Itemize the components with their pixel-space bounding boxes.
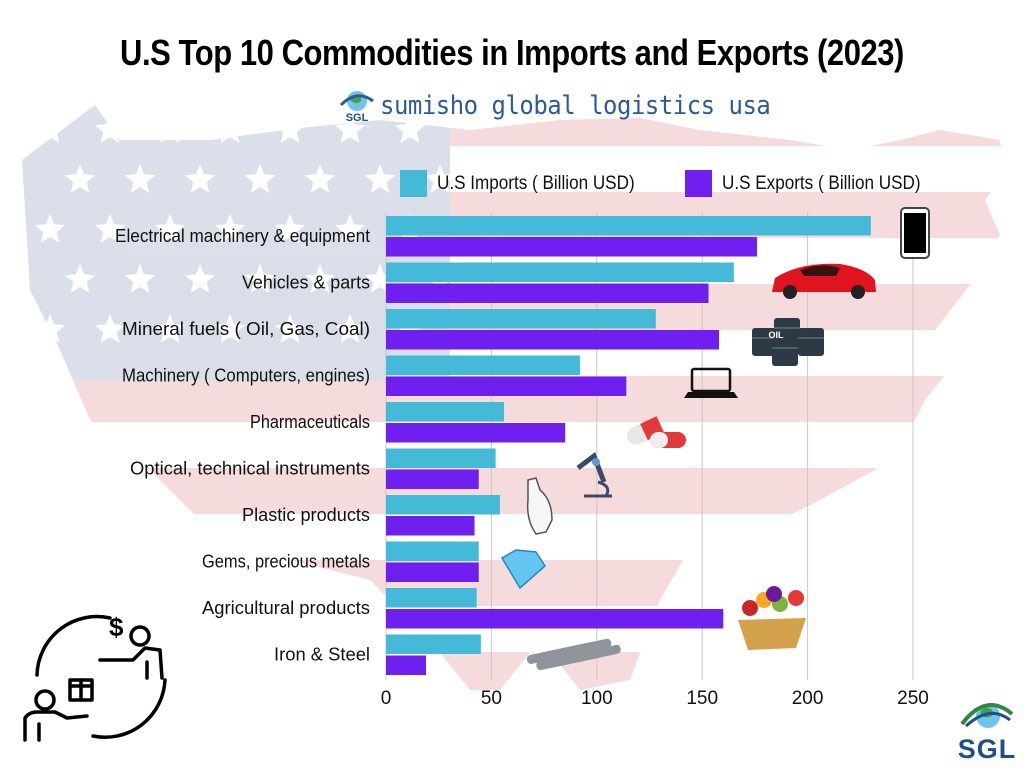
x-tick-label: 150 (686, 688, 718, 709)
brand-name: sumisho global logistics usa (380, 91, 771, 121)
export-bar (386, 283, 709, 303)
globe-swirl-icon: SGL (339, 91, 374, 124)
sports-car-icon (772, 263, 876, 299)
export-bar (386, 423, 566, 443)
chart-legend: U.S Imports ( Billion USD) U.S Exports (… (400, 170, 970, 197)
export-bar (386, 469, 479, 489)
category-label: Optical, technical instruments (130, 458, 370, 479)
category-label: Pharmaceuticals (250, 411, 370, 432)
import-bar (386, 588, 477, 608)
smartphone-icon (900, 207, 930, 259)
export-bar (386, 516, 475, 536)
x-tick-label: 0 (381, 688, 392, 709)
category-label: Gems, precious metals (202, 551, 370, 572)
category-label: Vehicles & parts (242, 272, 370, 293)
legend-item-exports: U.S Exports ( Billion USD) (684, 170, 943, 197)
export-bar (386, 376, 627, 396)
x-tick-label: 100 (581, 688, 613, 709)
import-bar (386, 634, 481, 654)
category-label: Plastic products (242, 504, 370, 525)
export-bar (386, 562, 479, 582)
export-bar (386, 609, 724, 629)
export-bar (386, 237, 758, 257)
import-bar (386, 402, 505, 422)
legend-swatch-exports (684, 170, 712, 197)
export-bar (386, 655, 427, 675)
import-bar (386, 355, 580, 375)
svg-text:OIL: OIL (769, 330, 785, 340)
footer-logo: SGL (956, 696, 1018, 766)
x-tick-label: 200 (792, 688, 824, 709)
import-bar (386, 309, 656, 329)
plastic-bottle-icon (526, 477, 553, 535)
steel-pipes-icon (526, 638, 621, 671)
category-label: Mineral fuels ( Oil, Gas, Coal) (122, 318, 370, 339)
page-title: U.S Top 10 Commodities in Imports and Ex… (120, 32, 904, 73)
legend-swatch-imports (400, 170, 427, 197)
microscope-icon (576, 452, 612, 498)
diamond-icon (500, 549, 546, 590)
x-tick-label: 50 (481, 688, 502, 709)
legend-label-exports: U.S Exports ( Billion USD) (721, 172, 921, 194)
brand-logo: SGL sumisho global logistics usa (338, 86, 804, 126)
globe-swirl-icon (960, 703, 1014, 728)
legend-label-imports: U.S Imports ( Billion USD) (437, 172, 635, 194)
pill-capsules-icon (626, 416, 686, 448)
import-bar (386, 495, 500, 515)
trade-exchange-people-icon: $ (23, 612, 167, 742)
category-label: Machinery ( Computers, engines) (122, 365, 370, 386)
laptop-icon (684, 367, 738, 398)
legend-item-imports: U.S Imports ( Billion USD) (400, 170, 657, 197)
category-label: Electrical machinery & equipment (115, 225, 370, 246)
import-bar (386, 216, 871, 236)
import-bar (386, 541, 479, 561)
dollar-icon: $ (109, 612, 124, 642)
footer-logo-abbr: SGL (957, 734, 1017, 764)
import-bar (386, 448, 496, 468)
export-bar (386, 330, 720, 350)
category-label: Agricultural products (202, 597, 370, 618)
category-label: Iron & Steel (274, 644, 370, 665)
x-tick-label: 250 (897, 688, 929, 709)
fruit-basket-icon (738, 586, 806, 650)
import-bar (386, 262, 734, 282)
brand-abbr: SGL (346, 112, 369, 124)
oil-barrels-icon: OIL (752, 318, 824, 366)
